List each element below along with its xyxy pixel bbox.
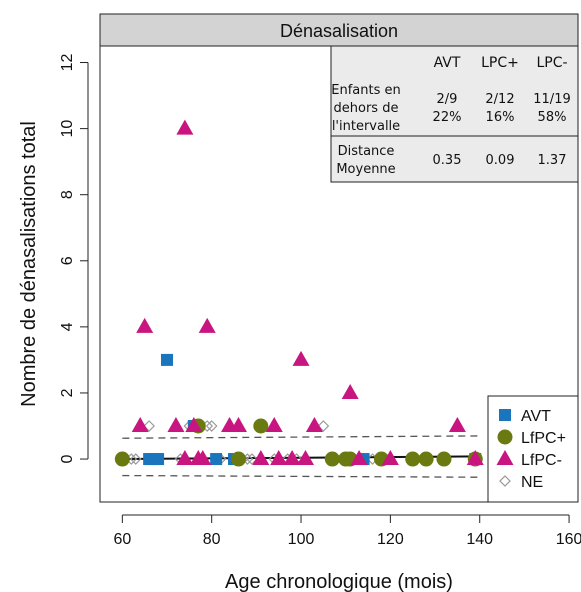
point-lfpcplus [114,451,130,467]
point-ne [205,420,218,432]
y-tick-label: 2 [59,388,76,397]
y-tick-label: 0 [59,454,76,463]
point-lfpcminus [283,450,301,466]
table-cell: 1.37 [538,153,567,168]
legend-marker [496,450,514,465]
point-avt [152,453,165,466]
title-bar [99,13,579,47]
point-lfpcminus [448,417,466,432]
chart-title: Dénasalisation [280,21,398,41]
legend: AVT LfPC+ LfPC- NE [487,395,579,503]
x-axis: 60 80 100 120 140 160 [113,514,581,548]
point-ne [246,453,258,465]
legend-label: NE [521,474,543,491]
point-lfpcminus [176,119,194,135]
point-lfpcplus [324,451,340,467]
y-tick-label: 12 [59,54,76,72]
point-lfpcminus [341,383,359,399]
point-lfpcplus [418,451,434,467]
table-cell: 2/12 [485,92,514,107]
point-lfpcminus [198,317,216,333]
table-cell: 11/19 [533,92,570,107]
point-lfpcminus [381,450,399,466]
table-cell: 0.09 [486,153,515,168]
point-lfpcminus [176,450,194,466]
x-tick-label: 60 [113,531,131,548]
legend-label: LfPC+ [521,430,566,447]
table-header: LPC+ [481,55,519,71]
point-lfpcminus [136,317,154,333]
table-row-label: l'intervalle [332,119,400,134]
point-lfpcminus [185,417,203,432]
x-tick-label: 120 [377,531,404,548]
point-avt [161,353,174,366]
table-cell: 58% [538,110,567,125]
x-tick-label: 140 [466,531,493,548]
y-tick-label: 6 [59,256,76,265]
point-lfpcminus [252,450,270,466]
table-cell: 22% [433,110,462,125]
point-avt [210,453,223,466]
data-points [114,119,484,467]
point-lfpcminus [350,450,368,466]
table-cell: 0.35 [433,153,462,168]
table-header: AVT [434,55,461,71]
table-header: LPC- [536,55,567,71]
table-row-label: Moyenne [336,162,395,177]
point-ne [129,453,142,465]
y-axis: 0 2 4 6 8 10 12 [59,54,89,463]
x-tick-label: 80 [203,531,221,548]
legend-label: AVT [521,408,551,425]
table-row-label: dehors de [334,101,399,116]
legend-label: LfPC- [521,452,562,469]
point-lfpcminus [167,417,185,432]
point-lfpcminus [305,417,323,432]
table-row-label: Distance [338,144,395,159]
table-cell: 16% [486,110,515,125]
point-lfpcminus [229,417,247,432]
point-lfpcplus [253,418,269,434]
x-tick-label: 160 [556,531,581,548]
point-lfpcplus [230,451,246,467]
stats-table: AVT LPC+ LPC- Enfants en dehors de l'interval… [330,45,579,183]
point-lfpcminus [265,417,283,432]
point-lfpcminus [194,450,212,466]
point-ne [143,420,155,432]
table-background [330,45,579,183]
point-lfpcminus [466,450,484,466]
point-lfpcminus [131,417,149,432]
x-tick-label: 100 [288,531,315,548]
legend-marker [499,409,511,421]
y-axis-label: Nombre de dénasalisations total [18,121,40,407]
point-lfpcminus [296,450,314,466]
legend-marker [499,475,511,487]
table-row-label: Enfants en [331,83,400,98]
point-lfpcminus [292,350,310,366]
legend-marker [497,429,513,445]
y-tick-label: 10 [59,120,76,138]
point-ne [317,420,330,432]
point-lfpcminus [270,450,288,466]
point-lfpcplus [436,451,452,467]
x-axis-label: Age chronologique (mois) [225,571,453,592]
point-lfpcplus [405,451,421,467]
y-tick-label: 4 [59,322,76,331]
table-cell: 2/9 [437,92,458,107]
y-tick-label: 8 [59,190,76,199]
